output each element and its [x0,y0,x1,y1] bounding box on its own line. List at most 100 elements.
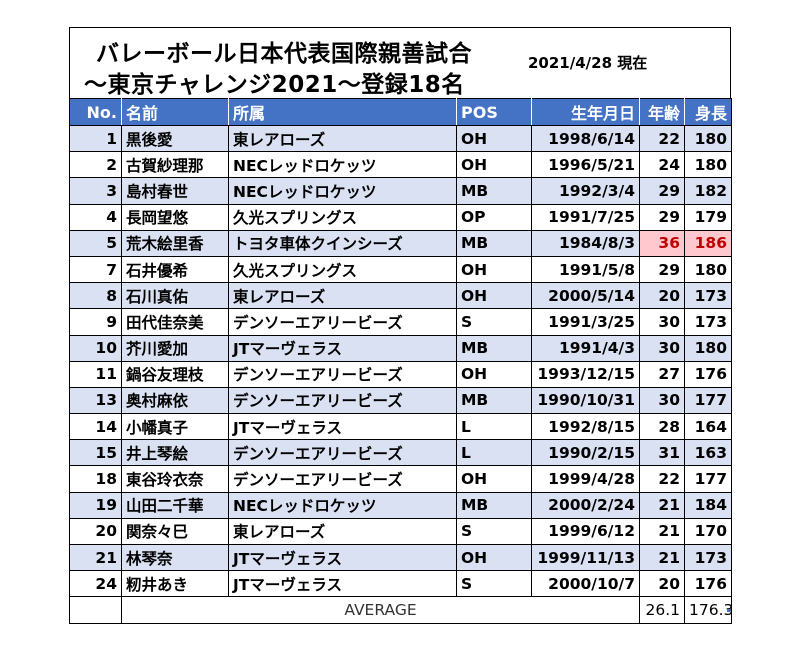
cell-pos[interactable]: MB [456,177,532,205]
cell-pos[interactable]: OH [456,151,532,179]
cell-no[interactable]: 19 [69,491,122,519]
cell-age[interactable]: 20 [639,282,685,310]
cell-team[interactable]: JTマーヴェラス [228,413,457,441]
cell-height[interactable]: 180 [684,255,732,284]
cell-pos[interactable]: S [456,517,532,546]
cell-pos[interactable]: MB [456,334,532,362]
cell-pos[interactable]: MB [456,386,532,415]
cell-age[interactable]: 30 [639,308,685,336]
cell-height[interactable]: 177 [684,386,732,415]
cell-birth[interactable]: 2000/10/7 [531,570,640,598]
cell-name[interactable]: 島村春世 [121,177,229,205]
cell-name[interactable]: 石井優希 [121,255,229,284]
col-name[interactable]: 名前 [121,98,229,126]
cell-team[interactable]: NECレッドロケッツ [228,177,457,205]
cell-birth[interactable]: 2000/2/24 [531,491,640,519]
cell-pos[interactable]: OH [456,124,532,153]
cell-height[interactable]: 177 [684,465,732,493]
col-birth[interactable]: 生年月日 [531,98,640,126]
cell-height[interactable]: 186 [684,229,732,257]
average-age[interactable]: 26.1 [639,596,685,625]
cell-name[interactable]: 田代佳奈美 [121,308,229,336]
cell-no[interactable]: 10 [69,334,122,362]
cell-birth[interactable]: 1999/6/12 [531,517,640,546]
cell-no[interactable]: 11 [69,360,122,388]
cell-height[interactable]: 180 [684,124,732,153]
cell-pos[interactable]: MB [456,491,532,519]
cell-birth[interactable]: 1999/4/28 [531,465,640,493]
col-no[interactable]: No. [69,98,122,126]
cell-no[interactable]: 18 [69,465,122,493]
cell-team[interactable]: 東レアローズ [228,124,457,153]
cell-age[interactable]: 24 [639,151,685,179]
fill-handle[interactable] [727,609,730,612]
cell-name[interactable]: 山田二千華 [121,491,229,519]
cell-pos[interactable]: L [456,439,532,467]
cell-age[interactable]: 30 [639,386,685,415]
cell-birth[interactable]: 1993/12/15 [531,360,640,388]
cell-pos[interactable]: L [456,413,532,441]
cell-no[interactable]: 24 [69,570,122,598]
cell-name[interactable]: 小幡真子 [121,413,229,441]
cell-team[interactable]: 久光スプリングス [228,255,457,284]
cell-pos[interactable]: OH [456,543,532,572]
cell-birth[interactable]: 1991/3/25 [531,308,640,336]
cell-pos[interactable]: OH [456,360,532,388]
cell-no[interactable]: 14 [69,413,122,441]
col-team[interactable]: 所属 [228,98,457,126]
cell-name[interactable]: 長岡望悠 [121,203,229,231]
average-height[interactable]: 176.3 [684,596,732,625]
cell-age[interactable]: 29 [639,177,685,205]
cell-age[interactable]: 31 [639,439,685,467]
cell-name[interactable]: 古賀紗理那 [121,151,229,179]
cell-name[interactable]: 籾井あき [121,570,229,598]
cell-no[interactable]: 20 [69,517,122,546]
col-pos[interactable]: POS [456,98,532,126]
cell-height[interactable]: 176 [684,360,732,388]
cell-age[interactable]: 29 [639,255,685,284]
cell-team[interactable]: デンソーエアリービーズ [228,465,457,493]
cell-name[interactable]: 黒後愛 [121,124,229,153]
cell-team[interactable]: JTマーヴェラス [228,570,457,598]
cell-height[interactable]: 164 [684,413,732,441]
cell-team[interactable]: JTマーヴェラス [228,334,457,362]
cell-team[interactable]: 東レアローズ [228,282,457,310]
average-label[interactable]: AVERAGE [121,596,640,625]
cell-team[interactable]: NECレッドロケッツ [228,491,457,519]
cell-no[interactable]: 13 [69,386,122,415]
cell-age[interactable]: 30 [639,334,685,362]
cell-birth[interactable]: 1991/7/25 [531,203,640,231]
cell-no[interactable]: 8 [69,282,122,310]
cell-age[interactable]: 21 [639,517,685,546]
cell-no[interactable]: 4 [69,203,122,231]
cell-birth[interactable]: 2000/5/14 [531,282,640,310]
cell-birth[interactable]: 1999/11/13 [531,543,640,572]
cell-name[interactable]: 石川真佑 [121,282,229,310]
cell-height[interactable]: 176 [684,570,732,598]
cell-age[interactable]: 22 [639,465,685,493]
cell-no[interactable]: 21 [69,543,122,572]
cell-team[interactable]: 東レアローズ [228,517,457,546]
cell-height[interactable]: 184 [684,491,732,519]
cell-height[interactable]: 163 [684,439,732,467]
cell-name[interactable]: 奥村麻依 [121,386,229,415]
cell-birth[interactable]: 1998/6/14 [531,124,640,153]
cell-age[interactable]: 29 [639,203,685,231]
cell-no[interactable]: 7 [69,255,122,284]
cell-name[interactable]: 関奈々巳 [121,517,229,546]
cell-height[interactable]: 180 [684,334,732,362]
cell-no[interactable]: 15 [69,439,122,467]
cell-birth[interactable]: 1992/3/4 [531,177,640,205]
cell-age[interactable]: 36 [639,229,685,257]
cell-name[interactable]: 芥川愛加 [121,334,229,362]
cell-team[interactable]: JTマーヴェラス [228,543,457,572]
cell-no[interactable]: 1 [69,124,122,153]
cell-height[interactable]: 173 [684,308,732,336]
cell-birth[interactable]: 1990/10/31 [531,386,640,415]
cell-birth[interactable]: 1992/8/15 [531,413,640,441]
cell-height[interactable]: 179 [684,203,732,231]
cell-birth[interactable]: 1984/8/3 [531,229,640,257]
cell-height[interactable]: 180 [684,151,732,179]
cell-height[interactable]: 173 [684,543,732,572]
col-age[interactable]: 年齢 [639,98,685,126]
